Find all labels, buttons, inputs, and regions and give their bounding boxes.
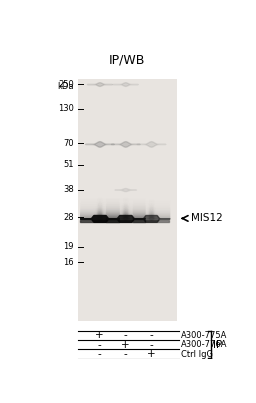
Text: IP/WB: IP/WB (109, 54, 145, 67)
Text: 130: 130 (58, 104, 74, 113)
Text: +: + (147, 349, 155, 359)
Text: +: + (95, 330, 104, 341)
Text: 51: 51 (63, 160, 74, 169)
Text: 19: 19 (63, 243, 74, 251)
Text: -: - (123, 330, 127, 341)
Text: 28: 28 (63, 213, 74, 222)
Text: 250: 250 (58, 79, 74, 89)
Text: A300-775A: A300-775A (181, 331, 227, 340)
Text: -: - (98, 349, 101, 359)
Text: -: - (123, 349, 127, 359)
Text: IP: IP (213, 340, 222, 350)
Text: A300-776A: A300-776A (181, 340, 227, 349)
Text: 70: 70 (63, 139, 74, 147)
Text: -: - (149, 330, 153, 341)
Text: kDa: kDa (57, 83, 74, 91)
Text: +: + (121, 340, 130, 350)
Text: -: - (98, 340, 101, 350)
Text: Ctrl IgG: Ctrl IgG (181, 349, 213, 359)
Text: 38: 38 (63, 185, 74, 194)
Text: 16: 16 (63, 258, 74, 267)
Text: MIS12: MIS12 (191, 214, 222, 223)
FancyBboxPatch shape (78, 79, 177, 322)
Text: -: - (149, 340, 153, 350)
